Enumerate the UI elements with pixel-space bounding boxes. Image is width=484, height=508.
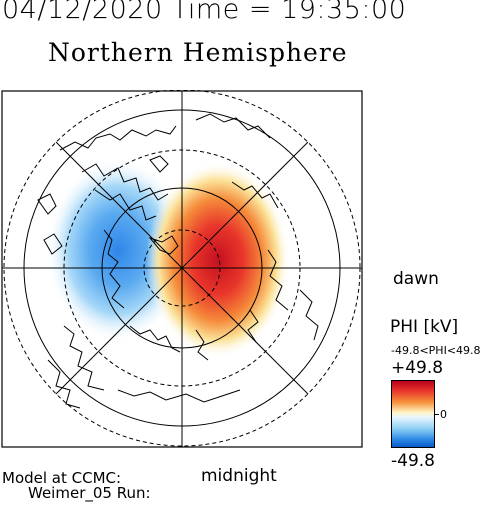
latitude-circle	[3, 90, 361, 447]
colorbar-min-label: -49.8	[391, 451, 435, 471]
colorbar-zero-tick	[435, 414, 439, 415]
latitude-circle	[101, 187, 263, 349]
positive-potential-cell	[146, 162, 290, 358]
model-run: Weimer_05 Run:	[28, 484, 151, 502]
colorbar	[391, 380, 435, 448]
latitude-circle	[143, 229, 221, 307]
midnight-label: midnight	[201, 466, 277, 486]
colorbar-range-label: -49.8<PHI<49.8	[391, 344, 481, 357]
dawn-label: dawn	[393, 269, 439, 289]
colorbar-max-label: +49.8	[391, 358, 444, 378]
latitude-circle	[23, 109, 341, 427]
latitude-circle	[63, 149, 301, 387]
datetime-title: 04/12/2020 Time = 19:35:00	[2, 0, 407, 25]
model-credit: Model at CCMC:	[2, 469, 122, 487]
polar-potential-map	[1, 90, 363, 448]
hemisphere-title: Northern Hemisphere	[48, 38, 348, 67]
coastlines	[37, 113, 319, 409]
colorbar-field-label: PHI [kV]	[390, 317, 459, 337]
meridian-line	[55, 141, 309, 395]
colorbar-zero-label: 0	[440, 408, 447, 421]
